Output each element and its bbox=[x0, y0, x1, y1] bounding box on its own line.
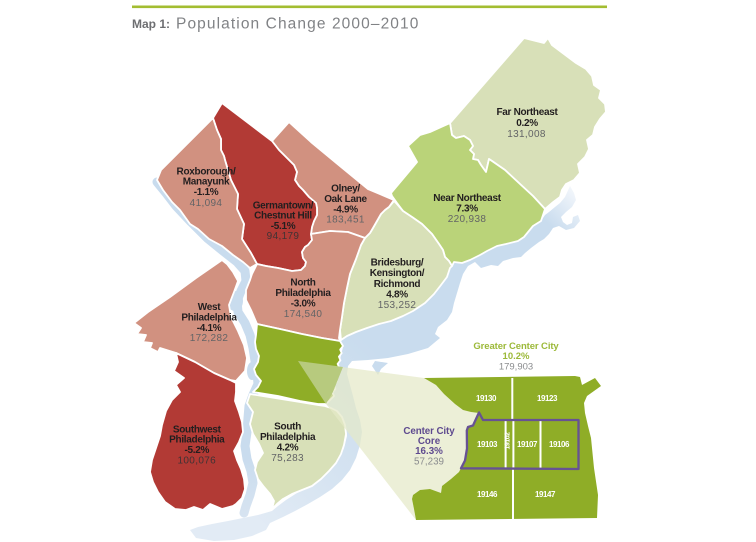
svg-text:Oak Lane: Oak Lane bbox=[324, 194, 367, 205]
svg-text:North: North bbox=[290, 278, 315, 289]
svg-text:4.2%: 4.2% bbox=[277, 443, 299, 454]
svg-text:220,938: 220,938 bbox=[448, 214, 487, 225]
svg-text:Map 1:: Map 1: bbox=[132, 17, 170, 31]
svg-text:183,451: 183,451 bbox=[326, 215, 365, 226]
svg-text:19123: 19123 bbox=[537, 394, 558, 403]
svg-text:Southwest: Southwest bbox=[173, 424, 222, 435]
svg-text:174,540: 174,540 bbox=[284, 309, 323, 320]
svg-text:94,179: 94,179 bbox=[267, 231, 300, 242]
svg-text:-5.2%: -5.2% bbox=[184, 445, 209, 456]
svg-text:Philadelphia: Philadelphia bbox=[260, 432, 316, 443]
svg-text:Philadelphia: Philadelphia bbox=[275, 288, 331, 299]
svg-text:Roxborough/: Roxborough/ bbox=[177, 166, 236, 177]
svg-text:19107: 19107 bbox=[517, 440, 538, 449]
svg-text:100,076: 100,076 bbox=[177, 455, 216, 466]
svg-text:Philadelphia: Philadelphia bbox=[181, 312, 237, 323]
svg-text:Center City: Center City bbox=[403, 426, 455, 437]
svg-text:West: West bbox=[198, 302, 221, 313]
svg-text:10.2%: 10.2% bbox=[503, 351, 530, 362]
svg-text:South: South bbox=[274, 422, 301, 433]
svg-text:Germantown/: Germantown/ bbox=[253, 201, 314, 212]
svg-text:7.3%: 7.3% bbox=[456, 203, 478, 214]
svg-text:Richmond: Richmond bbox=[374, 279, 421, 290]
svg-text:Philadelphia: Philadelphia bbox=[169, 435, 225, 446]
svg-text:19103: 19103 bbox=[477, 440, 498, 449]
svg-text:Kensington/: Kensington/ bbox=[370, 268, 425, 279]
svg-text:-3.0%: -3.0% bbox=[291, 299, 316, 310]
svg-text:Near Northeast: Near Northeast bbox=[433, 193, 501, 204]
svg-text:172,282: 172,282 bbox=[190, 333, 229, 344]
svg-text:19102: 19102 bbox=[505, 432, 512, 450]
svg-text:-4.9%: -4.9% bbox=[333, 204, 358, 215]
svg-text:Far Northeast: Far Northeast bbox=[496, 107, 558, 118]
svg-text:-1.1%: -1.1% bbox=[194, 187, 219, 198]
svg-text:19147: 19147 bbox=[535, 490, 556, 499]
svg-text:-5.1%: -5.1% bbox=[271, 221, 296, 232]
svg-text:Population Change 2000–2010: Population Change 2000–2010 bbox=[176, 16, 419, 33]
svg-text:19106: 19106 bbox=[549, 440, 570, 449]
svg-text:19146: 19146 bbox=[477, 490, 498, 499]
svg-text:Greater Center City: Greater Center City bbox=[473, 341, 559, 352]
svg-text:16.3%: 16.3% bbox=[415, 446, 443, 457]
svg-text:179,903: 179,903 bbox=[499, 362, 533, 373]
svg-text:41,094: 41,094 bbox=[190, 198, 223, 209]
svg-text:75,283: 75,283 bbox=[271, 453, 304, 464]
svg-text:0.2%: 0.2% bbox=[516, 118, 538, 129]
svg-text:4.8%: 4.8% bbox=[386, 290, 408, 301]
svg-text:Olney/: Olney/ bbox=[331, 183, 360, 194]
svg-text:-4.1%: -4.1% bbox=[197, 323, 222, 334]
svg-text:153,252: 153,252 bbox=[378, 300, 417, 311]
svg-text:57,239: 57,239 bbox=[414, 456, 444, 467]
svg-text:Manayunk: Manayunk bbox=[183, 177, 230, 188]
svg-text:Core: Core bbox=[418, 436, 441, 447]
svg-text:131,008: 131,008 bbox=[507, 129, 546, 140]
svg-text:19130: 19130 bbox=[476, 394, 497, 403]
svg-text:Chestnut Hill: Chestnut Hill bbox=[254, 211, 312, 222]
svg-text:Bridesburg/: Bridesburg/ bbox=[371, 258, 424, 269]
